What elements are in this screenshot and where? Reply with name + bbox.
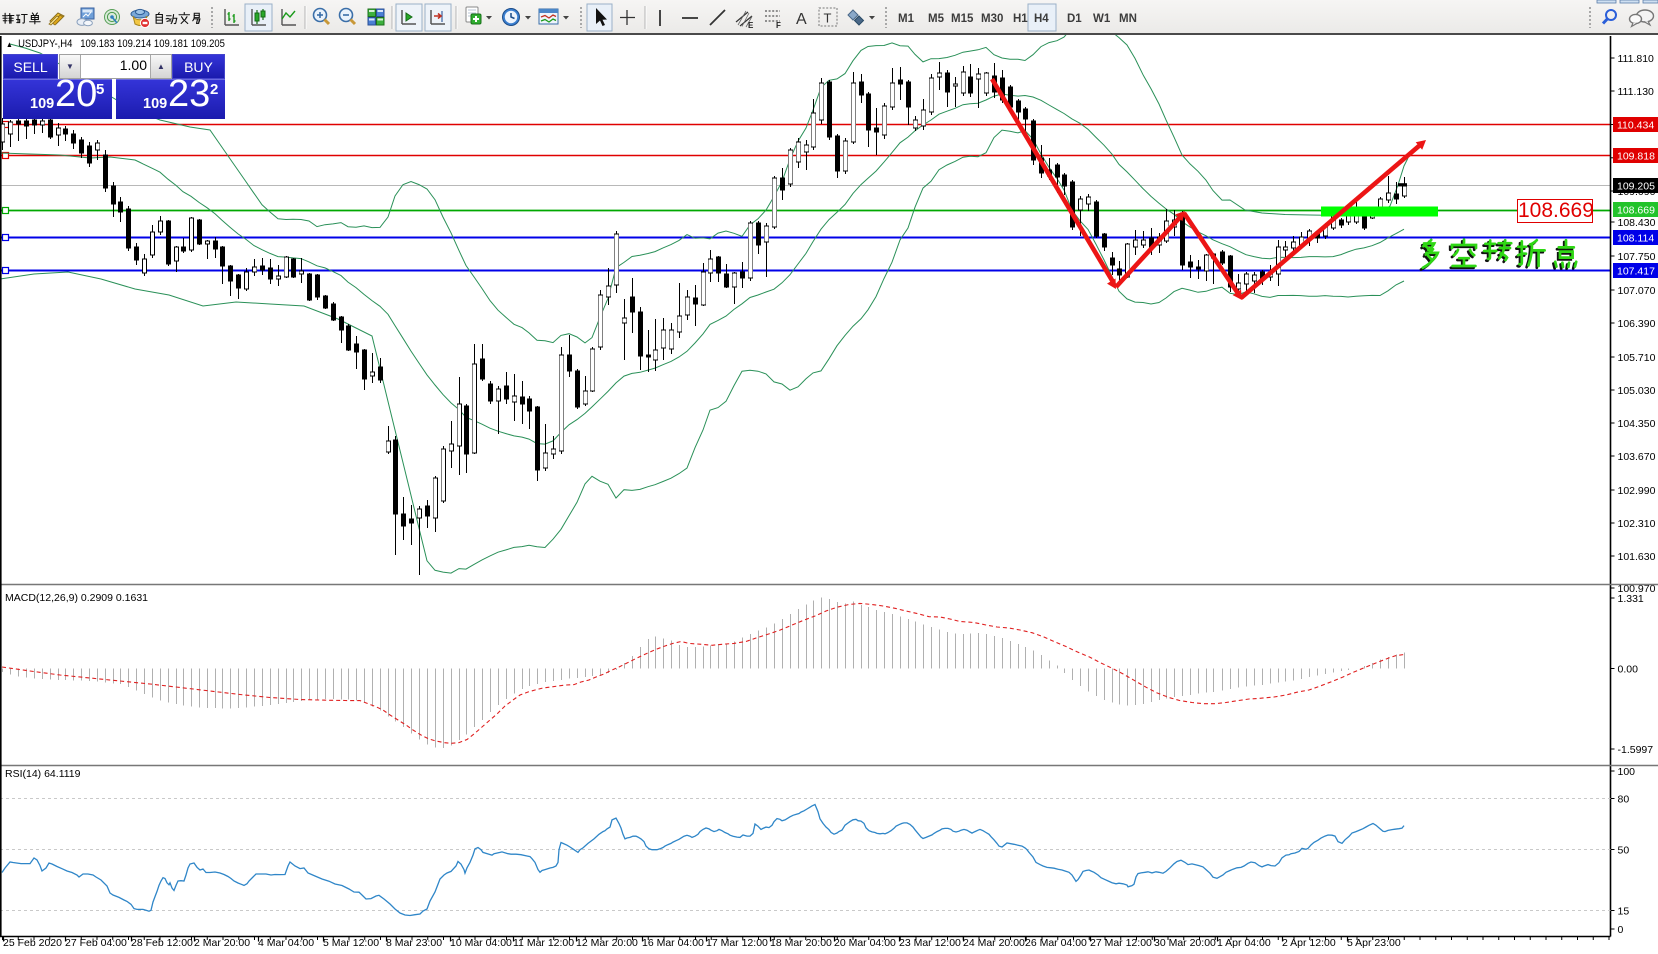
svg-text:H4: H4: [1034, 13, 1049, 25]
svg-text:110.434: 110.434: [1617, 119, 1654, 131]
svg-text:108.114: 108.114: [1617, 232, 1654, 244]
svg-text:102.990: 102.990: [1618, 485, 1656, 497]
svg-text:111.810: 111.810: [1618, 53, 1655, 65]
svg-text:26 Mar 04:00: 26 Mar 04:00: [1025, 937, 1087, 949]
svg-text:102.310: 102.310: [1618, 518, 1656, 530]
svg-text:4 Mar 04:00: 4 Mar 04:00: [258, 937, 314, 949]
svg-text:17 Mar 12:00: 17 Mar 12:00: [706, 937, 768, 949]
svg-text:1.331: 1.331: [1618, 593, 1644, 605]
svg-text:101.630: 101.630: [1618, 551, 1656, 563]
svg-text:2 Mar 20:00: 2 Mar 20:00: [194, 937, 250, 949]
svg-text:11 Mar 12:00: 11 Mar 12:00: [513, 937, 574, 949]
svg-text:D1: D1: [1067, 13, 1082, 25]
svg-text:MN: MN: [1119, 13, 1137, 25]
svg-text:1 Apr 04:00: 1 Apr 04:00: [1217, 937, 1271, 949]
svg-text:28 Feb 12:00: 28 Feb 12:00: [131, 937, 193, 949]
svg-text:103.670: 103.670: [1618, 451, 1656, 463]
svg-text:20 Mar 04:00: 20 Mar 04:00: [834, 937, 896, 949]
svg-text:80: 80: [1618, 794, 1630, 806]
svg-text:-1.5997: -1.5997: [1618, 744, 1654, 756]
svg-text:M15: M15: [951, 13, 974, 25]
svg-text:107.070: 107.070: [1618, 285, 1656, 297]
svg-text:25 Feb 2020: 25 Feb 2020: [3, 937, 62, 949]
svg-text:30 Mar 20:00: 30 Mar 20:00: [1154, 937, 1216, 949]
svg-text:111.130: 111.130: [1618, 86, 1655, 98]
svg-text:18 Mar 20:00: 18 Mar 20:00: [770, 937, 832, 949]
svg-text:W1: W1: [1093, 13, 1111, 25]
svg-text:104.350: 104.350: [1618, 418, 1656, 430]
svg-text:105.710: 105.710: [1618, 352, 1656, 364]
svg-text:107.417: 107.417: [1617, 265, 1655, 277]
svg-text:15: 15: [1618, 906, 1630, 918]
svg-text:M30: M30: [981, 13, 1003, 25]
svg-text:0.00: 0.00: [1618, 664, 1639, 676]
svg-text:H1: H1: [1013, 13, 1028, 25]
svg-text:109.205: 109.205: [1617, 180, 1655, 192]
svg-text:E: E: [748, 21, 754, 30]
svg-text:100.970: 100.970: [1618, 583, 1656, 595]
svg-text:24 Mar 20:00: 24 Mar 20:00: [963, 937, 1025, 949]
svg-text:27 Feb 04:00: 27 Feb 04:00: [65, 937, 127, 949]
svg-text:107.750: 107.750: [1618, 251, 1656, 263]
svg-text:M1: M1: [898, 13, 915, 25]
svg-text:108.669: 108.669: [1617, 204, 1655, 216]
svg-text:100: 100: [1618, 766, 1636, 778]
svg-text:50: 50: [1618, 845, 1630, 857]
svg-text:0: 0: [1618, 924, 1624, 936]
svg-text:16 Mar 04:00: 16 Mar 04:00: [642, 937, 704, 949]
svg-text:2 Apr 12:00: 2 Apr 12:00: [1282, 937, 1336, 949]
svg-text:23 Mar 12:00: 23 Mar 12:00: [899, 937, 961, 949]
svg-text:RSI(14) 64.1119: RSI(14) 64.1119: [5, 768, 81, 780]
svg-text:T: T: [824, 11, 832, 26]
svg-text:105.030: 105.030: [1618, 385, 1656, 397]
svg-text:12 Mar 20:00: 12 Mar 20:00: [576, 937, 638, 949]
svg-text:MACD(12,26,9) 0.2909 0.1631: MACD(12,26,9) 0.2909 0.1631: [5, 592, 148, 604]
svg-text:27 Mar 12:00: 27 Mar 12:00: [1090, 937, 1152, 949]
svg-text:F: F: [776, 21, 781, 30]
svg-text:108.430: 108.430: [1618, 217, 1656, 229]
svg-text:10 Mar 04:00: 10 Mar 04:00: [450, 937, 512, 949]
svg-text:M5: M5: [928, 13, 945, 25]
svg-text:8 Mar 23:00: 8 Mar 23:00: [386, 937, 442, 949]
svg-text:5 Mar 12:00: 5 Mar 12:00: [323, 937, 379, 949]
svg-text:A: A: [796, 11, 807, 28]
svg-text:5 Apr 23:00: 5 Apr 23:00: [1347, 937, 1401, 949]
svg-text:109.818: 109.818: [1617, 150, 1655, 162]
svg-text:106.390: 106.390: [1618, 318, 1656, 330]
